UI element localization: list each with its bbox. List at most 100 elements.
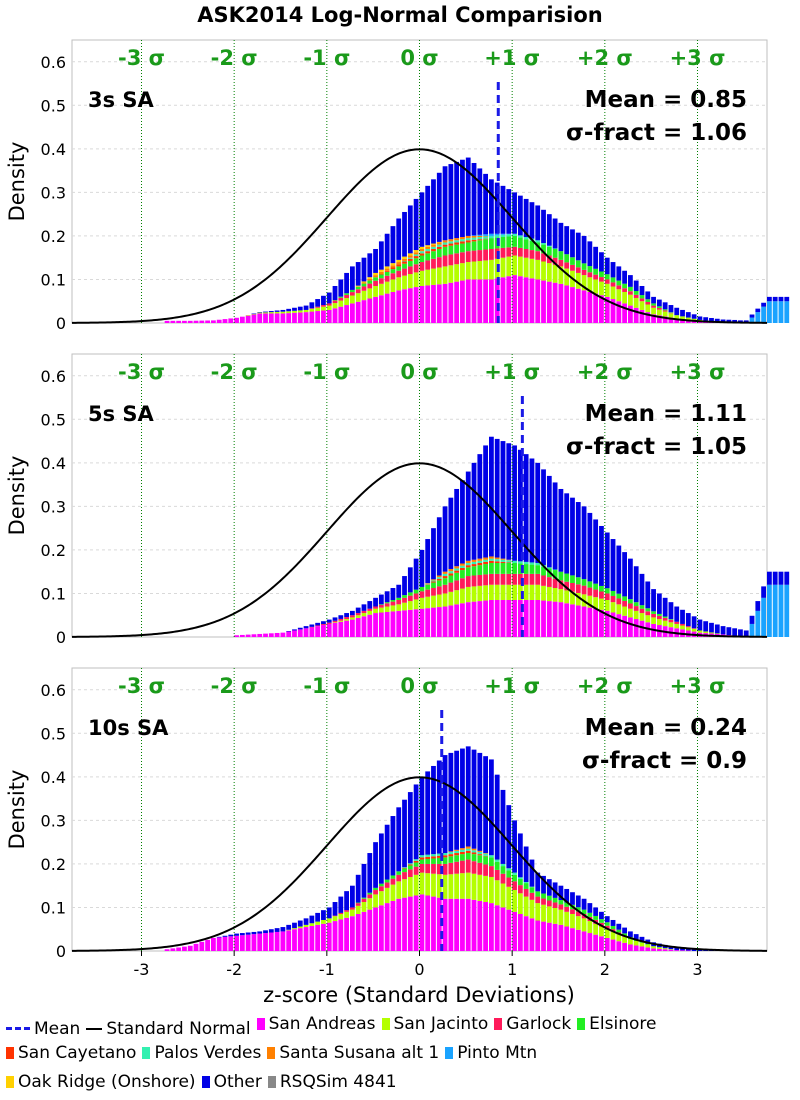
- bar-other: [755, 308, 761, 313]
- bar-garlock: [489, 866, 494, 877]
- bar-san-cayetano: [471, 239, 477, 242]
- panels: 0 0.1 0.2 0.3 0.4 0.5 0.6 Density -3 σ -2 σ -1 σ 0 …: [5, 39, 790, 979]
- bar-garlock: [512, 573, 517, 585]
- bar-elsinore: [633, 602, 639, 607]
- bar-san-andreas: [477, 601, 483, 637]
- bar-san-andreas: [454, 281, 460, 323]
- bar-san-jacinto: [662, 620, 668, 627]
- bar-san-jacinto: [656, 619, 662, 626]
- bar-elsinore: [564, 573, 570, 582]
- bar-elsinore: [593, 583, 599, 590]
- sigma-label: 0 σ: [400, 674, 438, 698]
- bar-elsinore: [529, 887, 535, 893]
- bar-palos-verdes: [506, 234, 512, 237]
- bar-pinto-mtn: [755, 312, 761, 323]
- bar-elsinore: [575, 907, 581, 912]
- bar-other: [541, 209, 546, 243]
- bar-elsinore: [512, 235, 517, 247]
- bar-san-andreas: [622, 615, 627, 637]
- bar-other: [286, 924, 292, 930]
- bar-santa-susana-alt-1: [489, 556, 494, 559]
- bar-santa-susana-alt-1: [483, 853, 488, 854]
- bar-garlock: [541, 575, 546, 586]
- bar-santa-susana-alt-1: [431, 244, 436, 247]
- bar-san-andreas: [228, 318, 234, 323]
- legend-swatch: [142, 1047, 151, 1059]
- x-tick-label: 2: [600, 960, 610, 979]
- bar-garlock: [645, 301, 651, 305]
- bar-elsinore: [413, 258, 419, 265]
- legend-item: Mean: [6, 1019, 80, 1039]
- bar-elsinore: [564, 254, 570, 263]
- bar-garlock: [564, 262, 570, 269]
- bar-garlock: [599, 591, 604, 599]
- bar-other: [355, 262, 361, 286]
- bar-palos-verdes: [483, 559, 488, 562]
- bar-san-andreas: [419, 608, 425, 637]
- bar-elsinore: [419, 859, 425, 864]
- bar-garlock: [529, 250, 535, 259]
- bar-san-andreas: [454, 604, 460, 637]
- bar-san-jacinto: [407, 601, 413, 610]
- bar-other: [286, 308, 292, 312]
- legend-label: Oak Ridge (Onshore): [18, 1072, 196, 1092]
- bar-san-andreas: [338, 621, 344, 637]
- bar-elsinore: [483, 856, 488, 865]
- bar-san-andreas: [390, 291, 396, 323]
- bar-san-jacinto: [361, 902, 367, 912]
- bar-san-andreas: [442, 283, 448, 323]
- legend-item: Oak Ridge (Onshore): [6, 1072, 196, 1092]
- bar-elsinore: [425, 253, 431, 261]
- bar-san-cayetano: [378, 274, 384, 275]
- bar-san-andreas: [431, 896, 436, 951]
- bar-palos-verdes: [477, 851, 483, 855]
- panel-label: 10s SA: [88, 716, 169, 740]
- bar-garlock: [378, 604, 384, 608]
- bar-san-jacinto: [338, 913, 344, 920]
- bar-san-jacinto: [355, 293, 361, 302]
- bar-garlock: [367, 283, 373, 289]
- mean-text: Mean = 0.85: [585, 87, 747, 113]
- bar-elsinore: [425, 859, 431, 864]
- bar-san-andreas: [639, 620, 645, 637]
- bar-san-andreas: [251, 634, 257, 637]
- bar-san-jacinto: [674, 623, 680, 629]
- bar-san-cayetano: [431, 856, 436, 859]
- bar-san-andreas: [297, 312, 303, 323]
- bar-garlock: [575, 584, 581, 594]
- bar-san-andreas: [616, 614, 622, 637]
- bar-santa-susana-alt-1: [454, 238, 460, 241]
- bar-elsinore: [599, 271, 604, 278]
- bar-palos-verdes: [512, 233, 517, 236]
- legend-item: Other: [201, 1072, 262, 1092]
- bar-other: [234, 933, 239, 936]
- y-tick-label: 0.6: [41, 367, 66, 386]
- bar-garlock: [483, 249, 488, 261]
- bar-pinto-mtn: [772, 301, 778, 323]
- bar-palos-verdes: [535, 562, 541, 566]
- bar-elsinore: [396, 266, 402, 271]
- bar-santa-susana-alt-1: [494, 557, 500, 560]
- bar-san-andreas: [378, 905, 384, 951]
- bar-other: [587, 241, 593, 267]
- bar-san-cayetano: [454, 570, 460, 573]
- bar-santa-susana-alt-1: [396, 262, 402, 265]
- bar-san-andreas: [355, 617, 361, 637]
- bar-garlock: [558, 904, 564, 910]
- bar-palos-verdes: [546, 245, 552, 247]
- bar-other: [616, 545, 622, 594]
- bar-san-andreas: [599, 936, 604, 951]
- sigma-label: -1 σ: [303, 46, 350, 70]
- bar-san-jacinto: [419, 270, 425, 286]
- bar-san-jacinto: [367, 898, 373, 910]
- bar-elsinore: [477, 855, 483, 863]
- bar-san-andreas: [263, 633, 268, 637]
- bar-san-jacinto: [622, 606, 627, 616]
- bar-elsinore: [367, 280, 373, 284]
- mean-text: Mean = 0.24: [585, 715, 747, 741]
- bar-san-jacinto: [651, 617, 656, 624]
- bar-other: [691, 314, 697, 319]
- bar-garlock: [558, 259, 564, 267]
- bar-other: [460, 480, 465, 564]
- bar-santa-susana-alt-1: [448, 568, 454, 572]
